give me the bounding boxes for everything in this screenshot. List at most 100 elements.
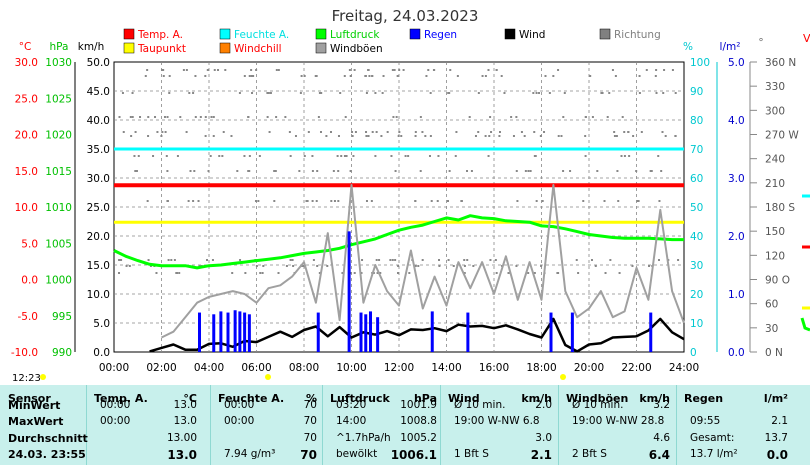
direction-dot [397, 135, 400, 137]
stats-header: Wind [448, 392, 480, 405]
direction-tick-label: 120 [765, 250, 785, 262]
direction-dot [204, 75, 207, 77]
wind-tick-label: 45.0 [87, 86, 110, 98]
direction-dot [436, 200, 439, 202]
stats-unit: km/h [639, 392, 670, 405]
direction-dot [562, 170, 565, 172]
temp-tick-label: -5.0 [18, 311, 39, 323]
direction-dot [121, 92, 124, 94]
rain-bar [243, 312, 247, 352]
direction-dot [273, 200, 276, 202]
direction-dot [176, 272, 179, 274]
direction-dot [503, 92, 506, 94]
wind-tick-label: 20.0 [87, 231, 110, 243]
pressure-tick-label: 1030 [45, 57, 72, 69]
direction-dot [541, 200, 544, 202]
x-tick-label: 02:00 [146, 362, 176, 374]
direction-dot [582, 200, 585, 202]
direction-dot [427, 69, 430, 71]
column-separator [676, 385, 677, 465]
direction-dot [539, 135, 542, 137]
rain-bar [247, 314, 251, 352]
direction-dot [243, 75, 246, 77]
stats-cell-sub: 00:00 [224, 399, 255, 411]
direction-dot [527, 170, 530, 172]
direction-dot [131, 92, 134, 94]
direction-dot [134, 131, 137, 133]
direction-dot [620, 155, 623, 157]
direction-dot [544, 75, 547, 77]
direction-dot [382, 75, 385, 77]
direction-dot [129, 116, 132, 118]
direction-dot [352, 155, 355, 157]
direction-dot [187, 200, 190, 202]
direction-dot [330, 200, 333, 202]
stats-cell-value: 70 [303, 432, 317, 444]
x-tick-label: 18:00 [526, 362, 556, 374]
rain-bar [233, 310, 237, 352]
column-separator [86, 385, 87, 465]
rain-bar [549, 312, 553, 352]
direction-dot [209, 155, 212, 157]
direction-dot [118, 259, 121, 261]
direction-dot [189, 170, 192, 172]
direction-dot [298, 170, 301, 172]
stats-cell-value: 3.0 [535, 432, 552, 444]
direction-dot [119, 259, 122, 261]
direction-dot [419, 116, 422, 118]
direction-dot [500, 75, 503, 77]
direction-dot [584, 155, 587, 157]
direction-dot [318, 92, 321, 94]
direction-dot [523, 135, 526, 137]
direction-dot [660, 170, 663, 172]
legend-label: Windböen [330, 43, 383, 55]
direction-dot [179, 116, 182, 118]
direction-dot [274, 170, 277, 172]
direction-dot [524, 170, 527, 172]
wind-tick-label: 15.0 [87, 260, 110, 272]
rain-unit-label: l/m² [720, 41, 741, 53]
direction-dot [311, 155, 314, 157]
direction-dot [236, 170, 239, 172]
direction-dot [368, 75, 371, 77]
direction-dot [378, 259, 381, 261]
legend-swatch [123, 28, 135, 40]
stats-cell-sub: 14:00 [336, 415, 367, 427]
rain-tick-label: 0.0 [728, 347, 745, 359]
direction-dot [400, 135, 403, 137]
direction-dot [165, 155, 168, 157]
pressure-tick-label: 1020 [45, 130, 72, 142]
rain-tick-label: 4.0 [728, 115, 745, 127]
direction-dot [417, 265, 420, 267]
direction-tick-label: 270 W [765, 130, 799, 142]
direction-dot [337, 170, 340, 172]
legend-label: Windchill [234, 43, 282, 55]
time-marker-label: 12:23 [12, 373, 41, 384]
direction-dot [300, 75, 303, 77]
direction-dot [318, 272, 321, 274]
direction-dot [146, 69, 149, 71]
chart-title: Freitag, 24.03.2023 [332, 7, 479, 25]
direction-dot [623, 131, 626, 133]
wind-tick-label: 10.0 [87, 289, 110, 301]
rain-bar [198, 312, 201, 352]
direction-dot [611, 69, 614, 71]
direction-dot [285, 265, 288, 267]
direction-dot [212, 135, 215, 137]
direction-dot [311, 200, 314, 202]
direction-dot [535, 92, 538, 94]
direction-dot [654, 75, 657, 77]
direction-dot [398, 131, 401, 133]
right-side-markers [800, 194, 810, 332]
legend-swatch [123, 42, 135, 54]
direction-dot [591, 116, 594, 118]
stats-cell-value: 13.7 [764, 432, 788, 444]
direction-dot [470, 170, 473, 172]
stats-cell-value: 70 [300, 448, 317, 462]
direction-dot [337, 200, 340, 202]
stats-cell-sub: 2 Bft S [572, 448, 607, 460]
direction-dot [657, 259, 660, 261]
humidity-tick-label: 100 [690, 57, 710, 69]
direction-dot [257, 200, 260, 202]
direction-dot [166, 170, 169, 172]
